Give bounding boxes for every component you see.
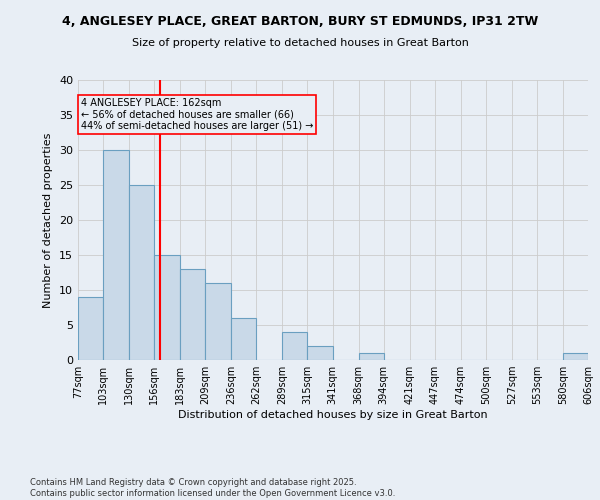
Text: Contains HM Land Registry data © Crown copyright and database right 2025.
Contai: Contains HM Land Registry data © Crown c… <box>30 478 395 498</box>
X-axis label: Distribution of detached houses by size in Great Barton: Distribution of detached houses by size … <box>178 410 488 420</box>
Bar <box>129 185 154 360</box>
Bar <box>180 269 205 360</box>
Bar <box>563 353 588 360</box>
Bar <box>307 346 332 360</box>
Bar <box>359 353 383 360</box>
Bar <box>205 283 231 360</box>
Text: 4 ANGLESEY PLACE: 162sqm
← 56% of detached houses are smaller (66)
44% of semi-d: 4 ANGLESEY PLACE: 162sqm ← 56% of detach… <box>81 98 313 130</box>
Text: 4, ANGLESEY PLACE, GREAT BARTON, BURY ST EDMUNDS, IP31 2TW: 4, ANGLESEY PLACE, GREAT BARTON, BURY ST… <box>62 15 538 28</box>
Bar <box>154 255 180 360</box>
Bar <box>283 332 307 360</box>
Bar <box>78 297 103 360</box>
Bar <box>231 318 256 360</box>
Text: Size of property relative to detached houses in Great Barton: Size of property relative to detached ho… <box>131 38 469 48</box>
Y-axis label: Number of detached properties: Number of detached properties <box>43 132 53 308</box>
Bar <box>103 150 129 360</box>
